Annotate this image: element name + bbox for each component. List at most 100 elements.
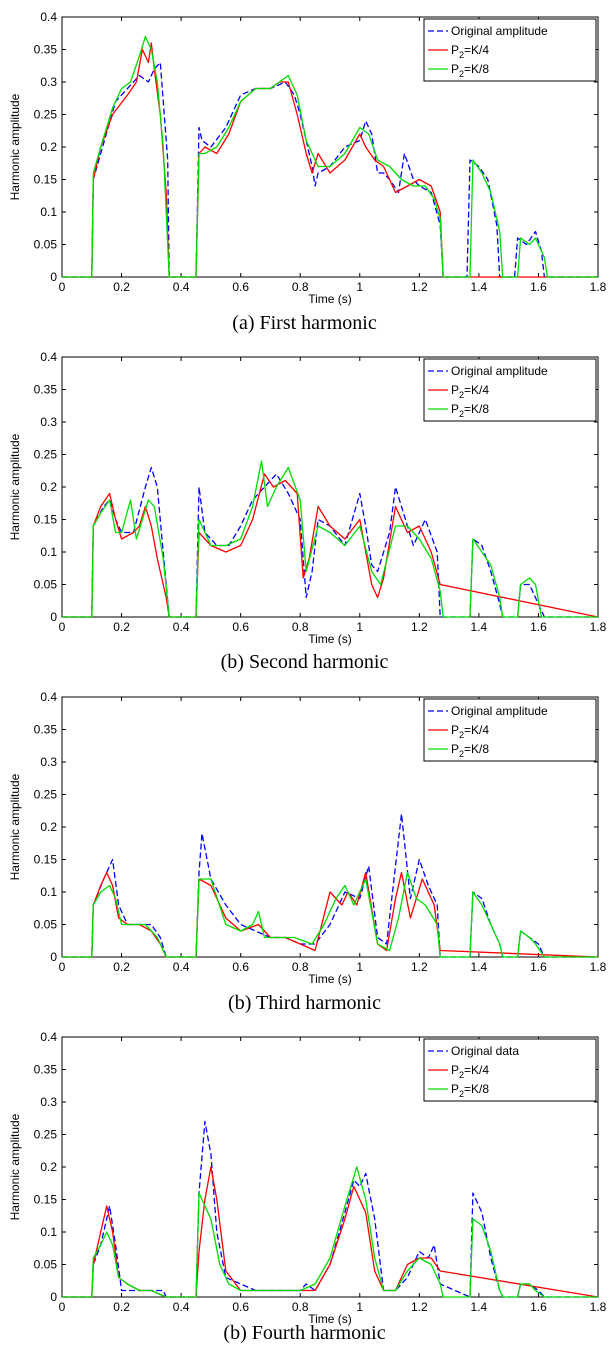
y-tick-label: 0.15: [34, 173, 58, 187]
series-p2-k8-line: [62, 35, 598, 278]
x-axis-label: Time (s): [308, 632, 352, 646]
legend-p2-k8-label: P2=K/8: [451, 1082, 489, 1099]
y-tick-label: 0.25: [34, 108, 58, 122]
y-tick-label: 0.2: [40, 820, 57, 834]
y-tick-label: 0.3: [40, 415, 57, 429]
fourth-harmonic-chart: 0 0.2 0.4 0.6 0.8 1 1.2 1.4 1.6 1.8 0 0.05 0.1 0.15 0.…: [0, 1020, 609, 1330]
series-group: [62, 35, 598, 278]
y-tick-label: 0.1: [40, 545, 57, 559]
x-tick-label: 0.4: [173, 620, 190, 634]
y-tick-label: 0: [50, 950, 57, 964]
fourth-harmonic-plot: 0 0.2 0.4 0.6 0.8 1 1.2 1.4 1.6 1.8 0 0.05 0.1 0.15 0.…: [8, 1030, 607, 1326]
x-tick-label: 0.4: [173, 960, 190, 974]
y-tick-label: 0: [50, 270, 57, 284]
y-axis-label: Harmonic amplitude: [8, 1113, 22, 1220]
x-tick-label: 1.8: [590, 280, 607, 294]
series-p2-k8-line: [62, 460, 598, 618]
x-tick-label: 1.6: [530, 1300, 547, 1314]
x-tick-label: 0.2: [113, 960, 130, 974]
y-tick-label: 0.25: [34, 448, 58, 462]
y-tick-label: 0.4: [40, 1030, 57, 1044]
legend-p2-k8-label: P2=K/8: [451, 62, 489, 79]
y-tick-label: 0.15: [34, 853, 58, 867]
second-harmonic-caption: (b) Second harmonic: [220, 651, 389, 673]
x-tick-label: 0: [59, 620, 66, 634]
x-tick-label: 0.4: [173, 1300, 190, 1314]
series-group: [62, 1120, 598, 1298]
legend-p2-k4-label: P2=K/4: [451, 1063, 489, 1080]
y-tick-label: 0.35: [34, 43, 58, 57]
y-tick-label: 0.2: [40, 140, 57, 154]
legend: Original amplitude P2=K/4 P2=K/8: [423, 358, 597, 422]
series-group: [62, 813, 598, 958]
legend-p2-k4-label: P2=K/4: [451, 43, 489, 60]
x-tick-label: 0: [59, 1300, 66, 1314]
third-harmonic-caption: (b) Third harmonic: [228, 992, 381, 1014]
legend-box: [423, 358, 597, 422]
x-tick-label: 0: [59, 280, 66, 294]
x-tick-label: 1.2: [411, 620, 428, 634]
x-tick-label: 1.2: [411, 960, 428, 974]
y-tick-label: 0: [50, 610, 57, 624]
x-tick-label: 0.2: [113, 620, 130, 634]
y-tick-label: 0.15: [34, 1193, 58, 1207]
legend-p2-k4-label: P2=K/4: [451, 723, 489, 740]
legend: Original data P2=K/4 P2=K/8: [423, 1038, 597, 1102]
y-tick-label: 0.3: [40, 75, 57, 89]
legend-original-label: Original data: [451, 1044, 519, 1058]
x-tick-label: 0.6: [232, 620, 249, 634]
x-tick-label: 1.4: [471, 1300, 488, 1314]
y-tick-label: 0.1: [40, 885, 57, 899]
first-harmonic-chart: 0 0.2 0.4 0.6 0.8 1 1.2 1.4 1.6 1.8 0 0.05 0.1 0.15 0.…: [0, 0, 609, 310]
y-tick-label: 0.35: [34, 1063, 58, 1077]
x-tick-label: 1.4: [471, 620, 488, 634]
y-tick-label: 0.1: [40, 1225, 57, 1239]
legend-box: [423, 698, 597, 762]
x-axis-label: Time (s): [308, 1312, 352, 1326]
x-tick-label: 0.8: [292, 960, 309, 974]
legend: Original amplitude P2=K/4 P2=K/8: [423, 698, 597, 762]
x-tick-label: 1.8: [590, 960, 607, 974]
legend-p2-k4-label: P2=K/4: [451, 383, 489, 400]
x-axis-label: Time (s): [308, 972, 352, 986]
second-harmonic-chart: 0 0.2 0.4 0.6 0.8 1 1.2 1.4 1.6 1.8 0 0.05 0.1 0.15 0.…: [0, 340, 609, 650]
y-tick-label: 0.2: [40, 480, 57, 494]
series-p2-k8-line: [62, 871, 598, 958]
x-tick-label: 0.2: [113, 280, 130, 294]
x-tick-label: 1: [356, 1300, 363, 1314]
y-tick-label: 0.15: [34, 513, 58, 527]
legend-original-label: Original amplitude: [451, 704, 548, 718]
first-harmonic-caption: (a) First harmonic: [232, 312, 377, 334]
y-axis-label: Harmonic amplitude: [8, 93, 22, 200]
x-tick-label: 1.8: [590, 620, 607, 634]
x-tick-label: 0.6: [232, 1300, 249, 1314]
x-tick-label: 1.2: [411, 1300, 428, 1314]
x-axis-label: Time (s): [308, 292, 352, 306]
y-tick-label: 0: [50, 1290, 57, 1304]
fourth-harmonic-caption: (b) Fourth harmonic: [223, 1322, 386, 1344]
x-tick-label: 0.4: [173, 280, 190, 294]
x-tick-label: 0: [59, 960, 66, 974]
x-tick-label: 1.6: [530, 960, 547, 974]
legend-box: [423, 1038, 597, 1102]
y-tick-label: 0.05: [34, 1258, 58, 1272]
y-tick-label: 0.25: [34, 788, 58, 802]
x-tick-label: 1: [356, 280, 363, 294]
x-tick-label: 1.6: [530, 620, 547, 634]
legend: Original amplitude P2=K/4 P2=K/8: [423, 18, 597, 82]
x-tick-label: 0.6: [232, 280, 249, 294]
legend-original-label: Original amplitude: [451, 24, 548, 38]
y-tick-label: 0.35: [34, 723, 58, 737]
y-tick-label: 0.1: [40, 205, 57, 219]
third-harmonic-chart: 0 0.2 0.4 0.6 0.8 1 1.2 1.4 1.6 1.8 0 0.05 0.1 0.15 0.…: [0, 680, 609, 990]
y-tick-label: 0.4: [40, 690, 57, 704]
series-p2-k4-line: [62, 871, 598, 958]
legend-box: [423, 18, 597, 82]
series-p2-k8-line: [62, 1166, 598, 1298]
x-tick-label: 0.2: [113, 1300, 130, 1314]
legend-original-label: Original amplitude: [451, 364, 548, 378]
x-tick-label: 0.8: [292, 620, 309, 634]
y-tick-label: 0.3: [40, 755, 57, 769]
x-tick-label: 1.6: [530, 280, 547, 294]
x-tick-label: 1.4: [471, 960, 488, 974]
